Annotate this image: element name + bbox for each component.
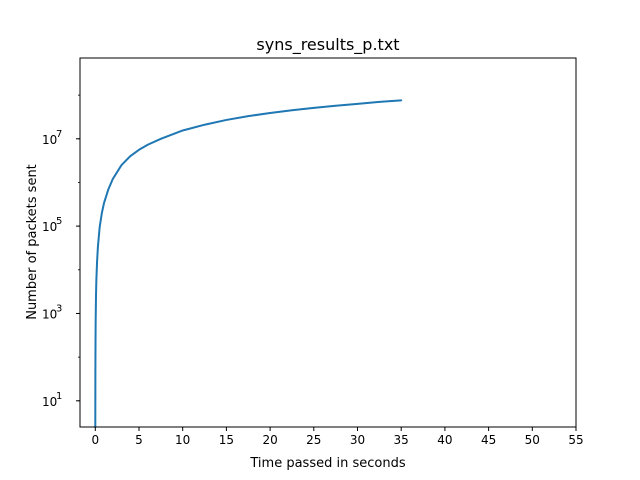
x-tick-label: 15 <box>219 433 234 447</box>
series-line <box>94 99 403 428</box>
x-axis-label: Time passed in seconds <box>249 456 405 471</box>
y-tick-exponent: 1 <box>56 391 62 402</box>
x-tick-label: 20 <box>262 433 277 447</box>
x-tick-label: 55 <box>568 433 583 447</box>
x-tick-label: 30 <box>350 433 365 447</box>
y-tick-exponent: 5 <box>56 216 62 227</box>
series-layer <box>94 99 403 428</box>
y-tick-label: 10 <box>42 133 57 147</box>
y-tick-label: 10 <box>42 307 57 321</box>
x-tick-label: 40 <box>437 433 452 447</box>
plot-frame <box>79 57 577 428</box>
y-tick-label: 10 <box>42 220 57 234</box>
y-tick-label: 10 <box>42 395 57 409</box>
x-tick-label: 35 <box>394 433 409 447</box>
x-tick-label: 50 <box>525 433 540 447</box>
chart-title: syns_results_p.txt <box>256 35 399 55</box>
plot-area <box>80 58 576 427</box>
x-tick-label: 10 <box>175 433 190 447</box>
y-tick-exponent: 3 <box>56 303 62 314</box>
x-axis-ticks: 0 5 10 15 20 25 30 35 40 45 50 55 <box>91 427 584 447</box>
x-tick-label: 5 <box>135 433 143 447</box>
x-tick-label: 45 <box>481 433 496 447</box>
x-tick-label: 0 <box>91 433 99 447</box>
x-tick-label: 25 <box>306 433 321 447</box>
y-axis-label: Number of packets sent <box>25 164 40 320</box>
y-tick-exponent: 7 <box>56 129 62 140</box>
